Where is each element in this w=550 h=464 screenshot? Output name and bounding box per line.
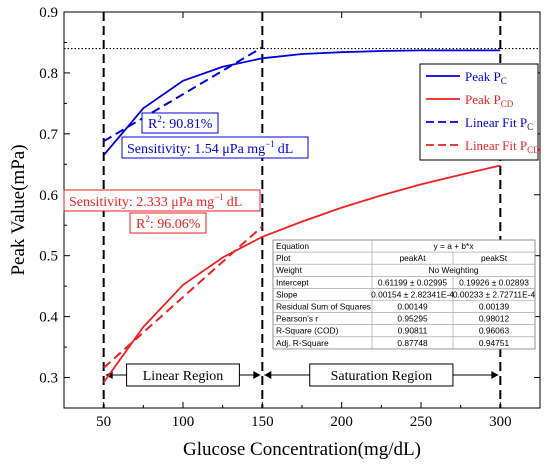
- red-sensitivity-suffix: dL: [227, 195, 243, 210]
- red-r2-sup: 2: [145, 214, 150, 224]
- blue-r2-box: [141, 112, 219, 134]
- y-axis-label: Peak Value(mPa): [8, 144, 29, 275]
- fit-table-cell: 0.87748: [397, 338, 428, 348]
- fit-table-cell: 0.61199 ± 0.02995: [378, 277, 448, 287]
- legend-label-name: Peak P: [465, 69, 501, 84]
- svg-text:R2: 90.81%: R2: 90.81%: [148, 114, 213, 132]
- blue-sensitivity-sup: −1: [265, 139, 275, 149]
- fit-results-table: Equation y = a + b*x Plot peakAt peakSt Weigh…: [272, 239, 536, 350]
- region-arrow-right: [253, 370, 261, 379]
- legend-label-sub: CD: [527, 145, 540, 155]
- x-tick-label: 100: [172, 414, 195, 430]
- x-tick-label: 300: [489, 414, 512, 430]
- fit-table-cell: 0.00139: [479, 302, 510, 312]
- region-label: Linear Region: [143, 369, 223, 384]
- svg-text:Sensitivity: 1.54 μPa mg−1dL: Sensitivity: 1.54 μPa mg−1 dL: [127, 139, 293, 157]
- legend-label-2: Linear Fit PC: [465, 115, 533, 132]
- blue-sensitivity-annotation: Sensitivity: 1.54 μPa mg−1 dL: [121, 136, 309, 159]
- fit-table-frame: [272, 239, 536, 350]
- fit-table-cell: Plot: [276, 253, 291, 263]
- fit-table-cell: 0.94751: [479, 338, 510, 348]
- fit-table-cell: y = a + b*x: [433, 241, 474, 251]
- blue-r2-value: : 90.81%: [162, 117, 213, 132]
- legend-label-1: Peak PCD: [465, 92, 514, 109]
- red-sensitivity-box: [63, 189, 261, 212]
- fit-table-cell: Slope: [276, 289, 298, 299]
- fit-table-cell: No Weighting: [428, 265, 478, 275]
- x-tick-label: 50: [96, 414, 111, 430]
- red-r2-annotation: R2: 96.06%: [129, 212, 207, 234]
- blue-sensitivity-box: [121, 136, 309, 159]
- x-axis-label: Glucose Concentration(mg/dL): [183, 439, 421, 460]
- fit-table-cell: Residual Sum of Squares: [276, 302, 371, 312]
- region-label-box: [126, 363, 240, 387]
- svg-text:R2: 96.06%: R2: 96.06%: [136, 214, 201, 232]
- legend-box: [419, 63, 539, 161]
- fit-table-cell: 0.95295: [397, 314, 428, 324]
- fit-table-cell: Weight: [276, 265, 303, 275]
- region-markers: Linear Region Saturation Region: [105, 363, 499, 387]
- fit-table-cell: 0.90811: [398, 326, 428, 336]
- y-tick-label: 0.6: [39, 188, 58, 204]
- fit-table-cell: 0.19926 ± 0.02893: [459, 277, 529, 287]
- blue-sensitivity-suffix: dL: [278, 142, 294, 157]
- x-tick-label: 150: [251, 414, 274, 430]
- red-sensitivity-prefix: Sensitivity: 2.333 μPa mg: [69, 195, 214, 210]
- red-sensitivity-sup: −1: [214, 192, 224, 202]
- series-line-1: [102, 164, 501, 383]
- x-tick-label: 200: [330, 414, 353, 430]
- fit-table-cell: Equation: [276, 241, 309, 251]
- series-group: [102, 46, 501, 383]
- blue-r2-sup: 2: [157, 114, 162, 124]
- legend-label-3: Linear Fit PCD: [465, 138, 540, 155]
- fit-table-cell: Adj. R-Square: [276, 338, 329, 348]
- series-line-0: [103, 49, 501, 156]
- y-tick-label: 0.4: [39, 310, 58, 326]
- fit-table-cell: peakAt: [399, 253, 426, 263]
- legend-label-0: Peak PC: [465, 69, 507, 86]
- y-tick-label: 0.7: [39, 127, 58, 143]
- fit-table-cell: Intercept: [276, 277, 309, 287]
- legend-label-sub: CD: [501, 99, 514, 109]
- region-arrow-left: [264, 370, 272, 379]
- fit-table-cell: 0.98012: [479, 314, 510, 324]
- legend-label-name: Peak P: [465, 92, 501, 107]
- legend-label-sub: C: [501, 76, 507, 86]
- fit-table-cell: 0.00233 ± 2.72711E-4: [453, 289, 536, 299]
- fit-table-cell: Pearson's r: [276, 314, 318, 324]
- red-r2-box: [129, 212, 207, 234]
- fit-table-cell: 0.96063: [479, 326, 510, 336]
- red-r2-prefix: R: [136, 217, 146, 232]
- legend-label-sub: C: [527, 122, 533, 132]
- blue-sensitivity-prefix: Sensitivity: 1.54 μPa mg: [127, 142, 265, 157]
- svg-text:Sensitivity: 2.333 μPa mg−1dL: Sensitivity: 2.333 μPa mg−1 dL: [69, 192, 242, 210]
- legend-label-name: Linear Fit P: [465, 115, 527, 130]
- region-label-box: [309, 363, 454, 387]
- blue-r2-prefix: R: [148, 117, 158, 132]
- series-line-2: [103, 46, 263, 143]
- fit-table-cell: 0.00149: [397, 302, 428, 312]
- x-axis-ticks: 50 100 150 200 250 300: [63, 12, 512, 430]
- y-tick-label: 0.3: [39, 371, 58, 387]
- fit-table-cell: 0.00154 ± 2.82341E-4: [371, 289, 454, 299]
- y-tick-label: 0.8: [39, 66, 58, 82]
- y-tick-label: 0.5: [39, 249, 58, 265]
- blue-r2-annotation: R2: 90.81%: [141, 112, 219, 134]
- legend-label-name: Linear Fit P: [465, 138, 527, 153]
- series-line-3: [103, 225, 263, 369]
- fit-table-cell: peakSt: [481, 253, 508, 263]
- region-label: Saturation Region: [331, 369, 433, 384]
- region-arrow-right: [491, 370, 499, 379]
- x-tick-label: 250: [410, 414, 433, 430]
- y-tick-label: 0.9: [39, 5, 58, 21]
- red-sensitivity-annotation: Sensitivity: 2.333 μPa mg−1 dL: [63, 189, 261, 212]
- red-r2-value: : 96.06%: [150, 217, 201, 232]
- fit-table-cell: R-Square (COD): [276, 326, 339, 336]
